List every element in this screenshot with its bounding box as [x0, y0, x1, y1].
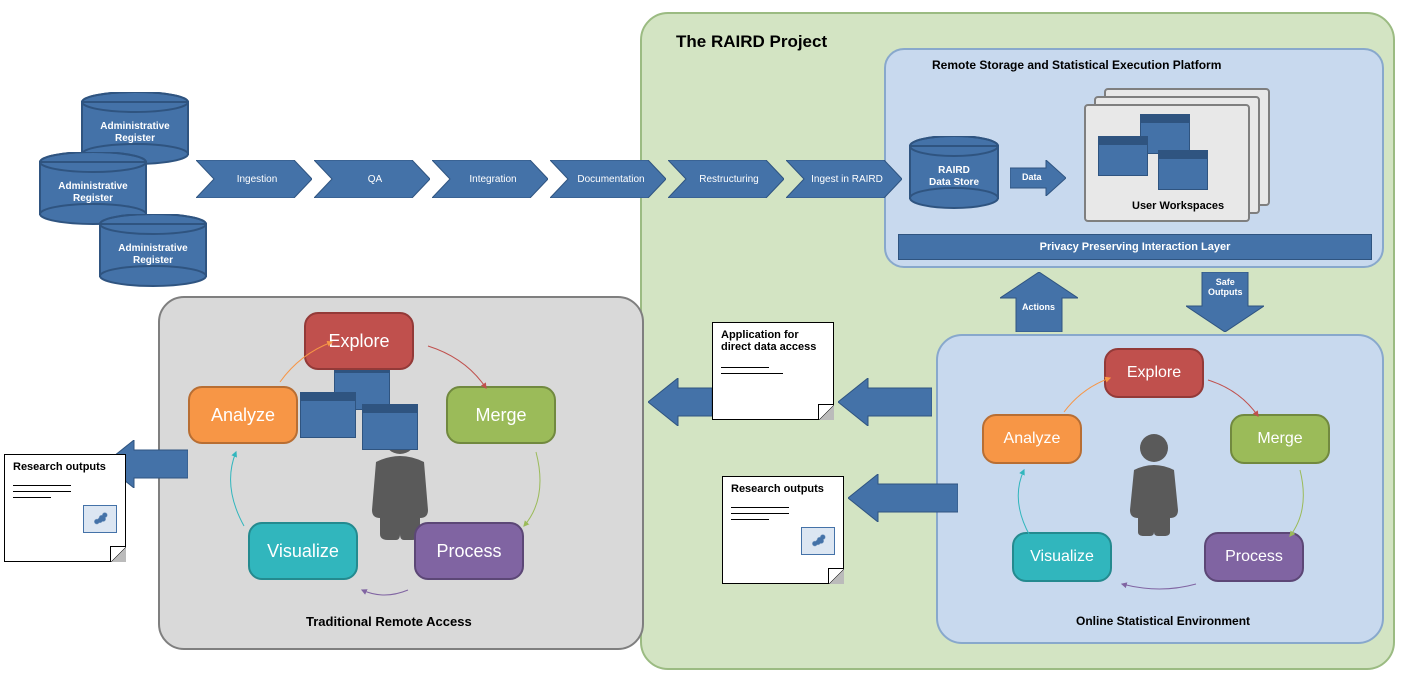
application-note-text: Application for direct data access — [721, 329, 825, 353]
chevron-restructuring: Restructuring — [668, 160, 784, 198]
data-store-label: RAIRD Data Store — [929, 157, 979, 189]
chevron-integration: Integration — [432, 160, 548, 198]
register-label: Administrative Register — [58, 173, 127, 205]
chevron-label: Ingest in RAIRD — [805, 174, 883, 185]
chevron-label: Integration — [463, 174, 516, 185]
register-cylinder-3: Administrative Register — [98, 214, 208, 288]
chevron-ingestion: Ingestion — [196, 160, 312, 198]
chevron-ingest-raird: Ingest in RAIRD — [786, 160, 902, 198]
cycle-arrows-traditional — [176, 302, 596, 622]
arrow-app-to-traditional — [648, 378, 712, 426]
privacy-layer-label: Privacy Preserving Interaction Layer — [1040, 241, 1231, 253]
chevron-label: Restructuring — [693, 174, 758, 185]
workspace-window-icon — [1158, 150, 1208, 190]
register-label: Administrative Register — [118, 235, 187, 267]
raird-title: The RAIRD Project — [676, 32, 827, 52]
data-store-cylinder: RAIRD Data Store — [908, 136, 1000, 210]
research-note-text: Research outputs — [13, 461, 117, 473]
online-env-title: Online Statistical Environment — [1076, 614, 1250, 628]
chevron-label: Ingestion — [231, 174, 278, 185]
cycle-arrows-online — [970, 340, 1350, 620]
arrow-online-to-app — [838, 378, 932, 426]
application-note: Application for direct data access — [712, 322, 834, 420]
arrow-online-to-output — [848, 474, 958, 522]
privacy-layer-bar: Privacy Preserving Interaction Layer — [898, 234, 1372, 260]
traditional-title: Traditional Remote Access — [306, 614, 472, 629]
scatter-icon — [801, 527, 835, 555]
research-note-online: Research outputs — [722, 476, 844, 584]
chevron-label: Documentation — [571, 174, 644, 185]
chevron-qa: QA — [314, 160, 430, 198]
workspaces-label: User Workspaces — [1132, 200, 1224, 212]
register-label: Administrative Register — [100, 113, 169, 145]
platform-title: Remote Storage and Statistical Execution… — [932, 58, 1221, 72]
data-arrow-label: Data — [1022, 172, 1042, 182]
actions-label: Actions — [1022, 302, 1055, 312]
workspace-window-icon — [1098, 136, 1148, 176]
chevron-label: QA — [362, 174, 382, 185]
research-note-left: Research outputs — [4, 454, 126, 562]
research-note-text: Research outputs — [731, 483, 835, 495]
scatter-icon — [83, 505, 117, 533]
safe-outputs-label: Safe Outputs — [1208, 278, 1243, 298]
chevron-documentation: Documentation — [550, 160, 666, 198]
